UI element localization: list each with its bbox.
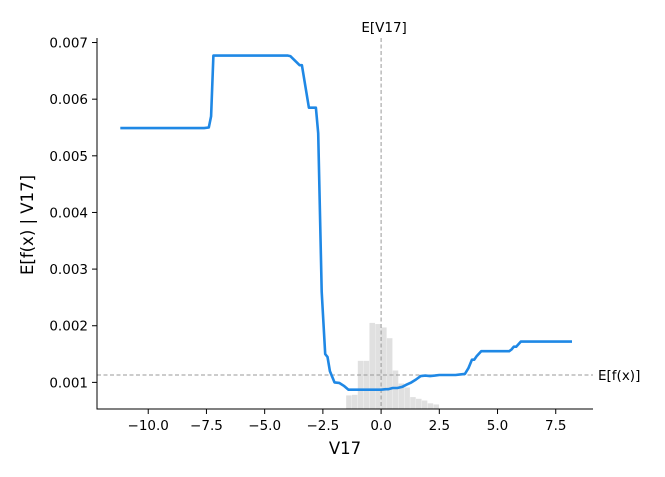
y-axis-label: E[f(x) | V17]: [18, 175, 37, 275]
histogram-bar: [421, 400, 428, 409]
y-tick-label: 0.005: [49, 149, 88, 165]
x-tick-label: 7.5: [545, 418, 566, 434]
histogram-bar: [369, 322, 375, 409]
x-axis-label: V17: [329, 439, 361, 458]
histogram-bar: [386, 338, 393, 409]
histogram-bar: [410, 397, 416, 409]
y-tick-label: 0.001: [49, 375, 88, 391]
histogram-bar: [416, 398, 422, 409]
x-tick-label: −7.5: [190, 418, 223, 434]
series-line: [120, 54, 572, 392]
y-tick-label: 0.006: [49, 92, 88, 108]
ticks: −10.0 −7.5 −5.0 −2.5 0.0 2.5 5.0 7.5 0.001 0.002 0…: [49, 36, 566, 434]
y-tick-label: 0.004: [49, 205, 88, 221]
histogram-bar: [357, 360, 364, 409]
histogram-bar: [346, 395, 352, 409]
histogram-bar: [392, 370, 399, 409]
histogram-bar: [433, 404, 440, 409]
expected-value-y-label: E[f(x)]: [598, 368, 640, 384]
x-tick-label: 5.0: [487, 418, 508, 434]
x-tick-label: 0.0: [370, 418, 391, 434]
y-tick-label: 0.002: [49, 319, 88, 335]
axes: [96, 38, 593, 410]
reference-lines: [97, 38, 593, 409]
histogram-bar: [427, 403, 434, 409]
histogram-bar: [404, 387, 410, 409]
x-tick-label: 2.5: [429, 418, 450, 434]
histogram-bar: [363, 360, 370, 409]
histogram-bar: [381, 327, 387, 409]
expected-value-x-label: E[V17]: [361, 20, 406, 36]
y-tick-label: 0.007: [49, 36, 88, 52]
x-tick-label: −10.0: [128, 418, 169, 434]
series-layer: [120, 54, 572, 392]
histogram-bar: [375, 324, 381, 409]
histogram-bar: [398, 383, 405, 409]
histogram-bar: [351, 394, 358, 409]
histogram: [346, 322, 440, 409]
y-tick-label: 0.003: [49, 262, 88, 278]
x-tick-label: −2.5: [306, 418, 339, 434]
x-tick-label: −5.0: [248, 418, 281, 434]
